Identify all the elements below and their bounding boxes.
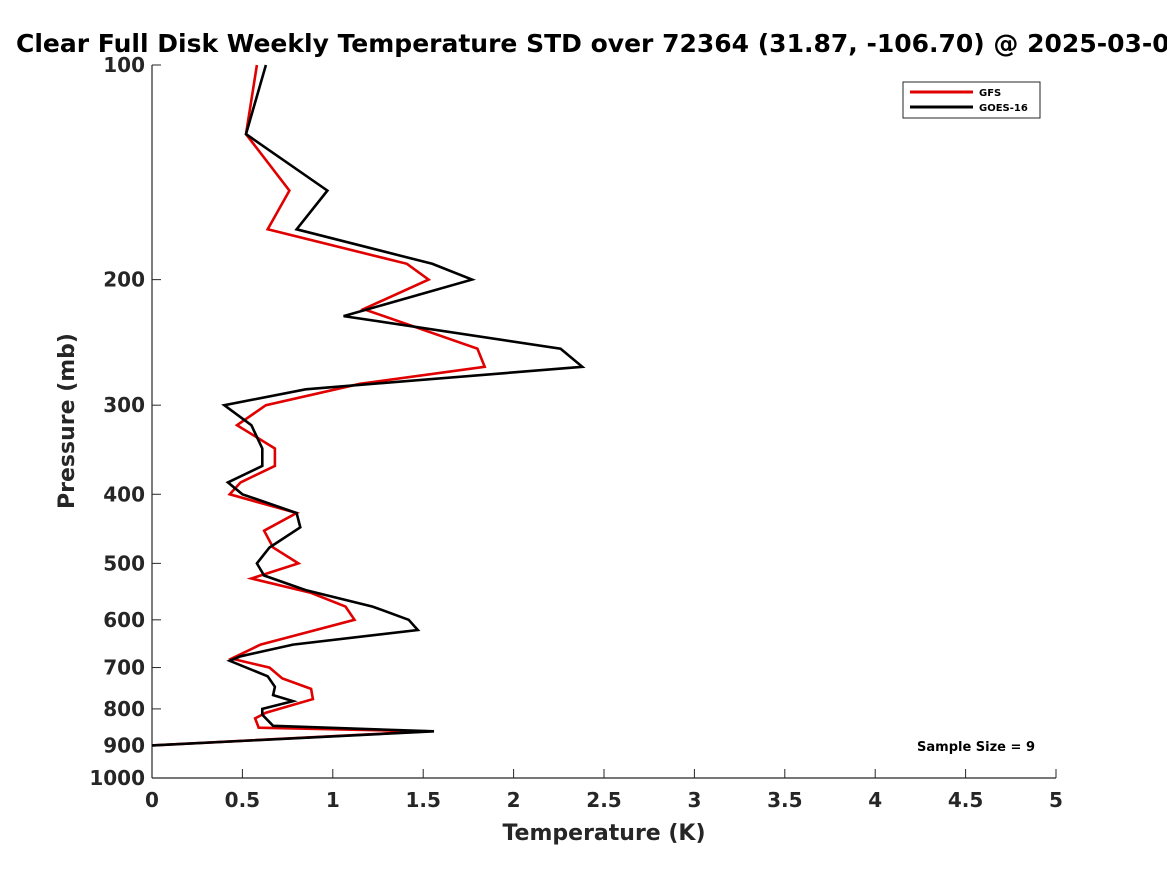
x-tick-label: 1 xyxy=(326,788,340,812)
y-tick-label: 800 xyxy=(103,697,145,721)
legend: GFS GOES-16 xyxy=(902,81,1041,119)
x-tick-label: 4 xyxy=(868,788,882,812)
y-tick-label: 900 xyxy=(103,733,145,757)
legend-box xyxy=(902,81,1041,119)
x-tick-label: 0.5 xyxy=(225,788,260,812)
y-axis-label: Pressure (mb) xyxy=(55,333,80,509)
ticks-group: 0 0.5 1 1.5 2 2.5 3 3.5 4 4.5 5 100 200 300 400 500 600 7… xyxy=(89,53,1063,812)
x-tick-label: 3 xyxy=(687,788,701,812)
x-tick-label: 2 xyxy=(507,788,521,812)
y-tick-label: 1000 xyxy=(89,766,145,790)
y-tick-label: 400 xyxy=(103,482,145,506)
sample-size-annotation: Sample Size = 9 xyxy=(917,740,1035,755)
x-tick-label: 2.5 xyxy=(586,788,621,812)
series-group xyxy=(151,64,586,747)
y-tick-label: 700 xyxy=(103,656,145,680)
x-tick-label: 4.5 xyxy=(948,788,983,812)
x-tick-label: 0 xyxy=(145,788,159,812)
x-tick-label: 1.5 xyxy=(405,788,440,812)
y-tick-label: 300 xyxy=(103,393,145,417)
plot-area xyxy=(152,65,1056,778)
y-tick-label: 100 xyxy=(103,53,145,77)
y-tick-label: 500 xyxy=(103,551,145,575)
x-axis-label: Temperature (K) xyxy=(502,821,705,846)
legend-label-goes16: GOES-16 xyxy=(979,103,1028,114)
x-tick-label: 5 xyxy=(1049,788,1063,812)
series-line-goes16 xyxy=(151,64,586,747)
y-tick-label: 600 xyxy=(103,608,145,632)
y-tick-label: 200 xyxy=(103,268,145,292)
series-line-gfs xyxy=(151,64,487,747)
legend-label-gfs: GFS xyxy=(979,88,1001,99)
x-tick-label: 3.5 xyxy=(767,788,802,812)
chart-title: Clear Full Disk Weekly Temperature STD o… xyxy=(16,29,1167,58)
